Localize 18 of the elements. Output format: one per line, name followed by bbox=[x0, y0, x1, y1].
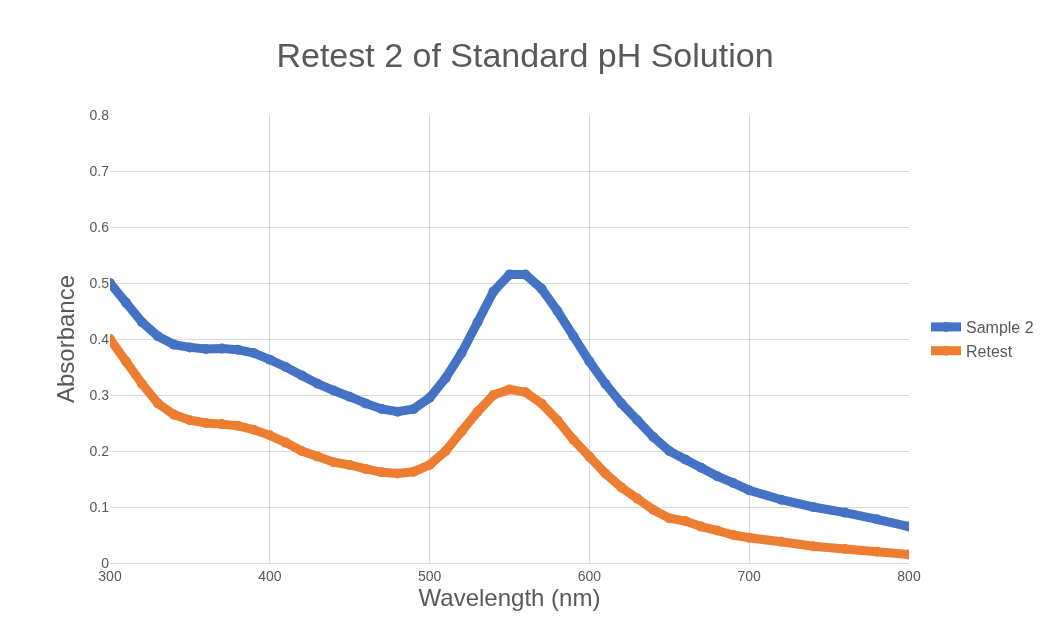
y-tick-label: 0.7 bbox=[89, 162, 110, 179]
y-tick-label: 0.1 bbox=[89, 498, 110, 515]
x-tick-label: 700 bbox=[737, 567, 762, 584]
y-tick-label: 0.2 bbox=[89, 442, 110, 459]
y-tick-label: 0.6 bbox=[89, 218, 110, 235]
x-axis-title: Wavelength (nm) bbox=[418, 583, 601, 611]
y-tick-label: 0.4 bbox=[89, 330, 110, 347]
y-tick-label: 0.8 bbox=[89, 106, 110, 123]
y-axis-title: Absorbance bbox=[51, 274, 79, 404]
chart-title: Retest 2 of Standard pH Solution bbox=[276, 36, 774, 75]
x-tick-label: 400 bbox=[258, 567, 282, 584]
x-tick-label: 800 bbox=[897, 567, 921, 584]
legend-label: Retest bbox=[966, 342, 1013, 360]
legend-label: Sample 2 bbox=[966, 319, 1034, 337]
y-tick-label: 0.5 bbox=[89, 274, 110, 291]
x-tick-label: 500 bbox=[417, 567, 442, 584]
x-tick-label: 600 bbox=[577, 567, 602, 584]
y-tick-label: 0.3 bbox=[89, 386, 110, 403]
